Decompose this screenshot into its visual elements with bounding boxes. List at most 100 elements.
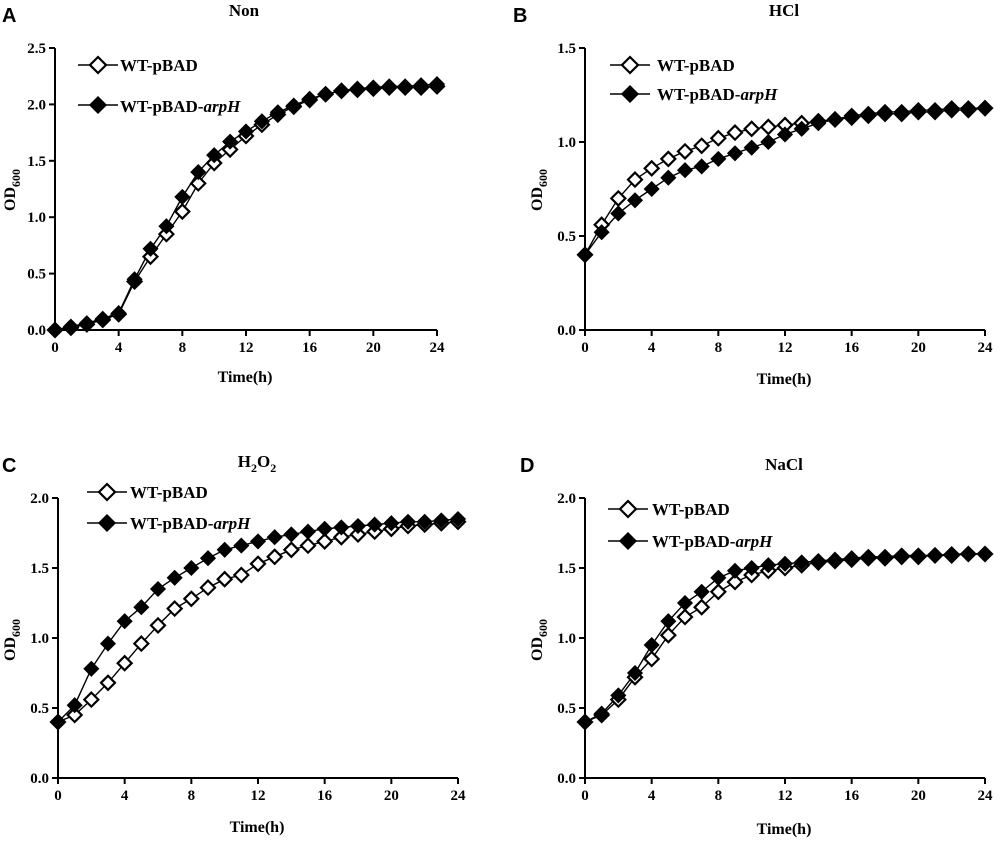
panel-d-point-wt-pbad-arph bbox=[760, 557, 777, 574]
panel-b-x-tick-label: 4 bbox=[648, 340, 656, 356]
panel-d-point-wt-pbad-arph bbox=[776, 555, 794, 572]
panel-d-point-wt-pbad-arph bbox=[826, 551, 844, 568]
panel-c-legend-label-2-italic: arpH bbox=[213, 514, 251, 533]
panel-b-point-wt-pbad-arph bbox=[726, 145, 744, 162]
panel-c-point-wt-pbad-arph bbox=[66, 697, 83, 714]
panel-a-point-wt-pbad-arph bbox=[94, 310, 111, 327]
panel-b-point-wt-pbad bbox=[743, 120, 761, 138]
panel-b-point-wt-pbad bbox=[676, 142, 694, 160]
panel-letter-a: A bbox=[2, 5, 16, 27]
panel-c-legend-marker-filled-diamond bbox=[97, 513, 117, 533]
panel-d-point-wt-pbad bbox=[726, 573, 744, 591]
panel-d-point-wt-pbad-arph bbox=[976, 545, 994, 563]
panel-d-series-line-wt-pbad bbox=[584, 553, 985, 723]
panel-c-y-tick-label: 0.0 bbox=[30, 771, 49, 787]
panel-d-point-wt-pbad-arph bbox=[926, 547, 944, 564]
panel-d-legend-label-1: WT-pBAD bbox=[652, 500, 730, 519]
panel-b-point-wt-pbad-arph bbox=[676, 162, 694, 179]
panel-a-point-wt-pbad-arph bbox=[126, 271, 143, 288]
panel-b-point-wt-pbad-arph bbox=[893, 103, 910, 120]
panel-c-y-tick-label: 1.0 bbox=[30, 631, 49, 647]
panel-c-y-label-main: OD bbox=[2, 637, 19, 661]
panel-c-point-wt-pbad bbox=[182, 590, 200, 608]
panel-b-point-wt-pbad bbox=[693, 137, 711, 155]
panel-a-legend-label-2-main: WT-pBAD- bbox=[120, 97, 204, 116]
panel-a-title: Non bbox=[229, 1, 260, 20]
panel-c-point-wt-pbad-arph bbox=[133, 599, 150, 616]
panel-b-point-wt-pbad-arph bbox=[660, 169, 677, 186]
panel-b-point-wt-pbad-arph bbox=[626, 192, 644, 209]
panel-b-point-wt-pbad-arph bbox=[776, 126, 794, 143]
panel-b-point-wt-pbad bbox=[759, 118, 777, 136]
panel-b-point-wt-pbad-arph bbox=[826, 111, 844, 128]
panel-d-x-tick-label: 20 bbox=[911, 788, 926, 804]
panel-a-x-tick-label: 16 bbox=[302, 340, 318, 356]
panel-d-point-wt-pbad-arph bbox=[660, 613, 677, 630]
panel-a-point-wt-pbad-arph bbox=[349, 80, 366, 97]
panel-b-point-wt-pbad-arph bbox=[976, 100, 994, 117]
panel-d-y-label-sub: 600 bbox=[536, 619, 550, 637]
panel-b-point-wt-pbad-arph bbox=[876, 103, 894, 120]
panel-d-point-wt-pbad-arph bbox=[893, 547, 910, 564]
panel-b-x-tick-label: 16 bbox=[844, 340, 860, 356]
panel-c-point-wt-pbad-arph bbox=[266, 529, 283, 546]
panel-d-x-tick-label: 24 bbox=[978, 788, 994, 804]
panel-a-x-tick-label: 12 bbox=[239, 340, 254, 356]
panel-b-point-wt-pbad-arph bbox=[710, 150, 727, 167]
panel-b-point-wt-pbad-arph bbox=[693, 158, 710, 175]
panel-b-legend-label-2-italic: arpH bbox=[740, 85, 778, 104]
panel-d-point-wt-pbad-arph bbox=[576, 713, 594, 731]
panel-c-point-wt-pbad-arph bbox=[416, 513, 433, 530]
panel-c-point-wt-pbad-arph bbox=[199, 550, 217, 567]
panel-c-x-tick-label: 24 bbox=[451, 788, 467, 804]
panel-b-legend-marker-open-diamond bbox=[620, 55, 640, 75]
panel-c-point-wt-pbad-arph bbox=[449, 510, 467, 528]
panel-b-point-wt-pbad-arph bbox=[860, 105, 877, 122]
panel-c-point-wt-pbad-arph bbox=[349, 517, 367, 535]
panel-d-legend-label-2: WT-pBAD-arpH bbox=[652, 532, 773, 551]
panel-c-point-wt-pbad-arph bbox=[299, 523, 317, 540]
panel-a-point-wt-pbad-arph bbox=[158, 218, 175, 235]
panel-d-point-wt-pbad-arph bbox=[843, 550, 860, 567]
panel-a-point-wt-pbad-arph bbox=[317, 86, 334, 103]
panel-c-point-wt-pbad bbox=[249, 555, 267, 573]
panel-a-legend-label-2: WT-pBAD-arpH bbox=[120, 97, 241, 116]
panel-d-point-wt-pbad-arph bbox=[876, 548, 894, 565]
panel-c-point-wt-pbad bbox=[149, 616, 167, 634]
panel-d-y-tick-label: 2.0 bbox=[557, 491, 576, 507]
panel-c-point-wt-pbad bbox=[116, 654, 134, 672]
panel-b-point-wt-pbad-arph bbox=[610, 205, 627, 222]
panel-b-point-wt-pbad bbox=[726, 124, 744, 142]
panel-c-title-h: H bbox=[238, 452, 251, 471]
panel-c-point-wt-pbad-arph bbox=[83, 660, 100, 677]
panel-c-x-tick-label: 8 bbox=[188, 788, 196, 804]
panel-letter-c: C bbox=[2, 455, 16, 477]
panel-d-point-wt-pbad-arph bbox=[626, 664, 644, 682]
panel-b-legend-marker-filled-diamond bbox=[620, 84, 640, 104]
panel-letter-d: D bbox=[520, 455, 534, 477]
panel-a-legend-label-1: WT-pBAD bbox=[120, 56, 198, 75]
panel-a-point-wt-pbad-arph bbox=[381, 78, 398, 95]
panel-d-series-line-wt-pbad-arph bbox=[584, 553, 985, 723]
panel-d-point-wt-pbad-arph bbox=[810, 552, 827, 570]
panel-c-point-wt-pbad bbox=[199, 579, 217, 597]
panel-a-point-wt-pbad-arph bbox=[62, 318, 79, 335]
panel-a-point-wt-pbad-arph bbox=[365, 79, 382, 96]
panel-b-y-axis-label: OD600 bbox=[529, 169, 550, 211]
panel-d-point-wt-pbad-arph bbox=[860, 548, 877, 565]
panel-c-y-axis-label: OD600 bbox=[2, 619, 23, 661]
panel-d-point-wt-pbad bbox=[676, 608, 694, 626]
panel-b-point-wt-pbad-arph bbox=[926, 101, 944, 119]
panel-a-y-axis-label: OD600 bbox=[2, 169, 23, 211]
panel-d-point-wt-pbad bbox=[709, 583, 727, 601]
panel-c-point-wt-pbad bbox=[332, 528, 350, 546]
panel-d-legend-marker-filled-diamond bbox=[618, 531, 638, 551]
panel-a-point-wt-pbad-arph bbox=[190, 164, 207, 181]
panel-c-y-tick-label: 0.5 bbox=[30, 701, 49, 717]
panel-b-point-wt-pbad bbox=[643, 159, 661, 177]
panel-a-x-tick-label: 20 bbox=[366, 340, 381, 356]
panel-c-point-wt-pbad-arph bbox=[366, 516, 383, 533]
panel-c-x-tick-label: 20 bbox=[384, 788, 399, 804]
panel-b-y-tick-label: 1.5 bbox=[557, 41, 576, 57]
panel-c-point-wt-pbad bbox=[232, 566, 250, 584]
